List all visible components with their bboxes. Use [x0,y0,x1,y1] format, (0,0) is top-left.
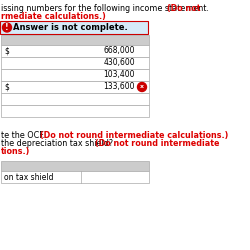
Text: Answer is not complete.: Answer is not complete. [13,23,128,32]
Text: (Do not round intermediate: (Do not round intermediate [95,139,220,148]
Text: x: x [140,84,144,89]
Bar [1,69,149,81]
Text: $: $ [4,82,9,92]
Bar [1,161,149,171]
Text: te the OCF.: te the OCF. [1,131,48,140]
Text: issing numbers for the following income statement.: issing numbers for the following income … [1,4,212,13]
Bar [1,45,149,57]
Text: (Do not: (Do not [167,4,200,13]
Text: tions.): tions.) [1,147,30,156]
Text: rmediate calculations.): rmediate calculations.) [1,12,106,21]
Bar [1,93,149,105]
Text: 668,000: 668,000 [104,46,135,56]
Bar [0,21,148,34]
Text: (Do not round intermediate calculations.): (Do not round intermediate calculations.… [40,131,228,140]
Text: the depreciation tax shield?: the depreciation tax shield? [1,139,116,148]
Bar [1,81,149,93]
Bar [1,57,149,69]
Text: 430,600: 430,600 [104,58,135,68]
Text: on tax shield: on tax shield [4,172,54,182]
Text: $: $ [4,46,9,56]
Circle shape [138,82,146,92]
Text: !: ! [5,23,9,32]
Circle shape [2,23,12,32]
Bar [1,105,149,117]
Text: 133,600: 133,600 [104,82,135,92]
Bar [1,171,149,183]
Bar [1,35,149,45]
Text: 103,400: 103,400 [104,70,135,80]
